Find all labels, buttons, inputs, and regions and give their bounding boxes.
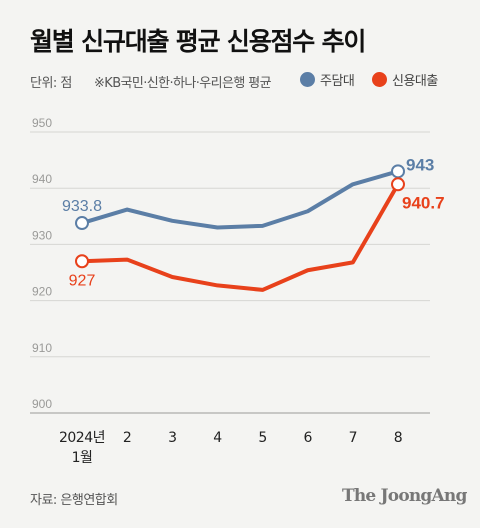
point-mortgage-7 (391, 164, 405, 179)
y-tick-label-900: 900 (32, 397, 52, 411)
point-mortgage-0 (75, 216, 89, 231)
x-tick-label-3: 4 (213, 430, 222, 446)
y-tick-label-920: 920 (32, 285, 52, 299)
x-tick-label-0-line2: 1월 (72, 450, 93, 466)
source-label: 자료: 은행연합회 (30, 493, 118, 508)
legend-item-mortgage: 주담대 (300, 70, 355, 89)
x-tick-label-1: 2 (123, 430, 131, 446)
data-label-credit-0: 927 (69, 272, 96, 289)
series-line-credit (80, 182, 400, 292)
x-tick-label-4: 5 (258, 430, 266, 446)
brand-logo: The JoongAng (342, 486, 467, 506)
legend-marker-mortgage (300, 72, 315, 87)
data-label-credit-7: 940.7 (402, 193, 445, 212)
point-credit-0 (75, 254, 89, 269)
legend-label-mortgage: 주담대 (320, 74, 355, 89)
unit-label: 단위: 점 (30, 76, 72, 91)
legend-label-credit: 신용대출 (392, 74, 438, 89)
point-credit-7 (391, 177, 405, 192)
series-line-mortgage (80, 169, 400, 230)
chart-title: 월별 신규대출 평균 신용점수 추이 (30, 27, 366, 56)
y-tick-label-930: 930 (32, 228, 52, 242)
x-tick-label-5: 6 (304, 430, 313, 446)
legend-marker-credit (372, 72, 387, 87)
x-tick-label-0: 2024년 (59, 430, 105, 446)
y-tick-label-940: 940 (32, 172, 52, 186)
x-tick-label-6: 7 (349, 430, 357, 446)
x-tick-label-2: 3 (168, 430, 176, 446)
x-tick-label-7: 8 (394, 430, 402, 446)
y-tick-label-910: 910 (32, 341, 52, 355)
legend-item-credit: 신용대출 (372, 70, 438, 89)
data-label-mortgage-0: 933.8 (62, 198, 102, 215)
data-label-mortgage-7: 943 (406, 155, 434, 174)
y-tick-label-950: 950 (32, 116, 52, 130)
chart-note: ※KB국민·신한·하나·우리은행 평균 (94, 76, 272, 91)
